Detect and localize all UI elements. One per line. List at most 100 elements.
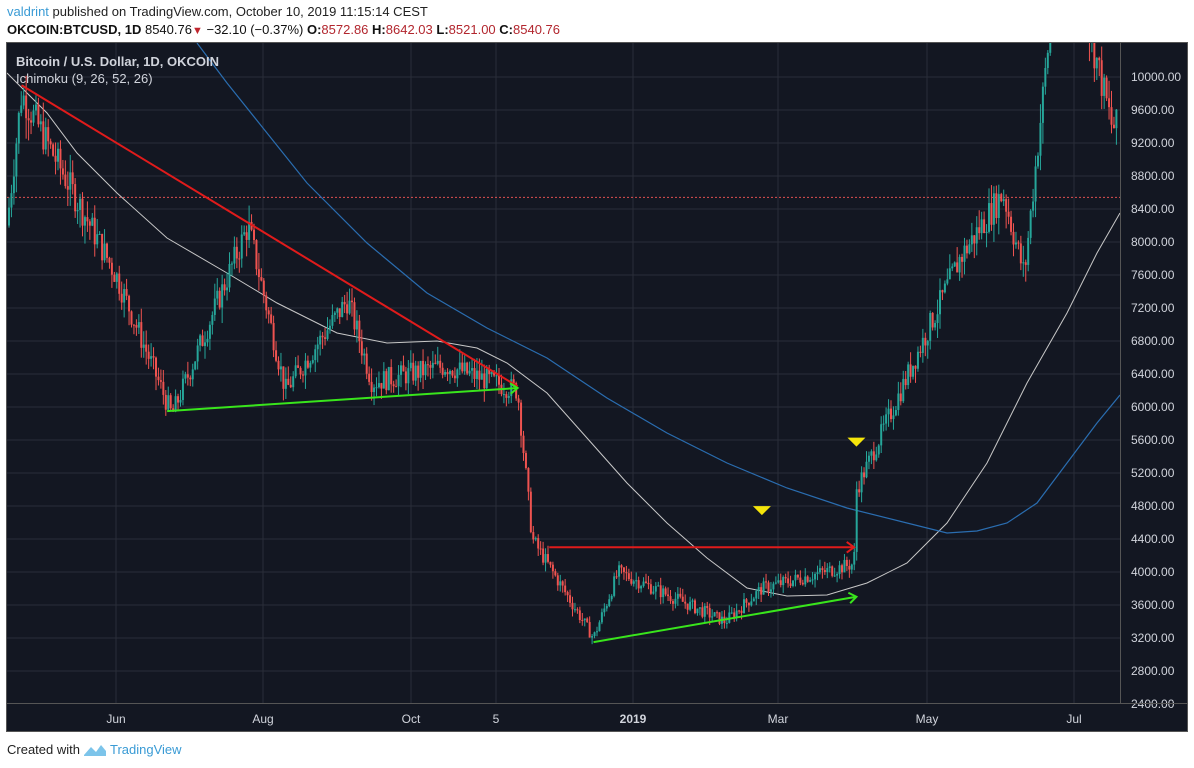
candle <box>120 293 123 303</box>
candle <box>434 362 437 364</box>
candle <box>155 357 157 377</box>
candle <box>953 262 956 267</box>
candle <box>125 289 128 296</box>
candle <box>186 374 189 378</box>
candle <box>698 607 701 609</box>
candle <box>108 257 111 263</box>
candle <box>916 351 919 369</box>
candle <box>956 262 959 273</box>
candle <box>331 314 334 326</box>
legend-indicator[interactable]: Ichimoku (9, 26, 52, 26) <box>16 71 153 86</box>
candle <box>551 564 554 572</box>
candle <box>128 295 131 312</box>
candle <box>235 246 238 259</box>
candle <box>615 576 618 578</box>
candle <box>674 598 677 604</box>
candle <box>870 451 873 456</box>
candle <box>725 622 728 624</box>
tradingview-logo-icon <box>83 744 106 756</box>
arrow-head-icon <box>846 541 856 554</box>
candle <box>233 246 236 264</box>
candle <box>431 362 434 368</box>
candle <box>453 375 456 379</box>
candle <box>194 361 197 370</box>
candle <box>757 587 760 592</box>
candle <box>502 394 505 396</box>
candle <box>713 612 716 617</box>
candle <box>275 350 278 361</box>
candle <box>782 577 785 586</box>
candle <box>804 576 807 585</box>
candle <box>1010 216 1013 232</box>
candle <box>537 538 540 549</box>
candle <box>475 370 478 379</box>
candle <box>684 601 687 604</box>
price-tick-label: 5200.00 <box>1131 466 1175 480</box>
candle <box>671 601 674 604</box>
candle <box>150 356 153 359</box>
candle <box>245 232 248 240</box>
author-link[interactable]: valdrint <box>7 4 49 19</box>
time-tick-label: 5 <box>492 712 500 726</box>
candle <box>306 360 309 368</box>
time-axis[interactable]: Jun Aug Oct 5 2019 Mar May Jul <box>7 703 1187 731</box>
candle <box>498 375 500 385</box>
candle <box>561 581 564 586</box>
candle <box>610 595 613 600</box>
candle <box>299 367 302 375</box>
candle <box>422 360 425 376</box>
candle <box>809 579 812 582</box>
price-plot[interactable] <box>7 43 1120 703</box>
candle <box>890 408 892 420</box>
candle <box>524 453 527 469</box>
candle <box>965 245 968 254</box>
candle <box>351 300 353 303</box>
candle <box>554 571 557 576</box>
candle <box>640 586 643 589</box>
candle <box>826 567 829 573</box>
candle <box>899 393 902 402</box>
candle <box>973 235 976 244</box>
candle <box>130 311 133 325</box>
candle <box>314 349 317 361</box>
triangle-down-icon: ▼ <box>191 25 203 37</box>
legend-title: Bitcoin / U.S. Dollar, 1D, OKCOIN <box>16 54 219 69</box>
price-tick-label: 7600.00 <box>1131 268 1175 282</box>
candle <box>985 231 988 234</box>
candle <box>547 554 549 562</box>
tradingview-link[interactable]: TradingView <box>109 742 182 757</box>
candle <box>970 235 973 245</box>
triangle-down-marker-icon <box>752 506 771 516</box>
candle <box>904 378 907 386</box>
candle <box>934 322 937 328</box>
candle <box>679 593 682 597</box>
candle <box>863 472 866 478</box>
candle <box>409 362 412 369</box>
price-axis[interactable]: 10000.00 9600.00 9200.00 8800.00 8400.00 8000… <box>1120 43 1187 711</box>
candle <box>1046 52 1049 68</box>
candle <box>319 335 322 345</box>
candle <box>845 559 848 566</box>
candle <box>735 610 738 618</box>
candle <box>179 399 182 403</box>
candle <box>767 582 770 592</box>
candle <box>169 395 172 409</box>
candle <box>456 369 459 379</box>
candle <box>419 360 422 378</box>
candle <box>34 104 37 111</box>
candle <box>622 567 625 573</box>
candle <box>747 602 750 606</box>
candle <box>777 580 780 583</box>
candle <box>750 601 753 606</box>
candle <box>831 566 834 576</box>
candle <box>8 207 10 226</box>
candle <box>975 227 978 244</box>
candle <box>429 365 432 368</box>
chart-pane[interactable]: Bitcoin / U.S. Dollar, 1D, OKCOIN Ichimo… <box>6 42 1188 732</box>
candle <box>566 592 569 596</box>
high-value: 8642.03 <box>385 22 433 37</box>
candle <box>69 172 72 190</box>
candle <box>1112 124 1115 129</box>
candle <box>76 210 79 212</box>
candle <box>1017 242 1020 244</box>
